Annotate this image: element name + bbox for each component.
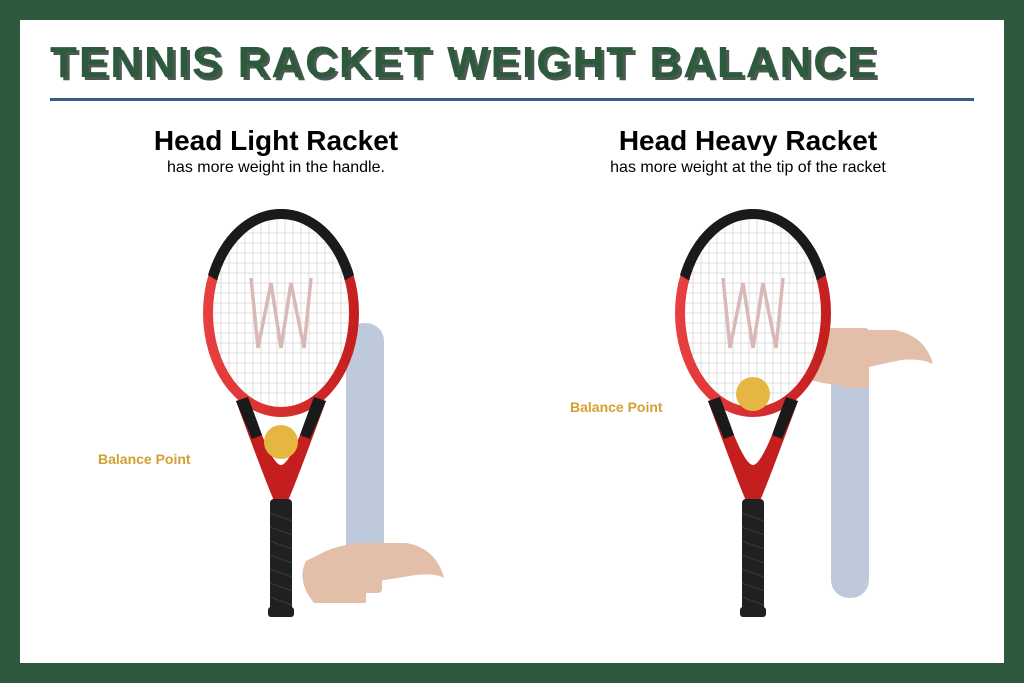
balance-label-right: Balance Point — [570, 399, 663, 415]
main-title: TENNIS RACKET WEIGHT BALANCE TENNIS RACK… — [50, 38, 974, 88]
title-text: TENNIS RACKET WEIGHT BALANCE — [50, 38, 878, 87]
stage-left: Balance Point — [86, 203, 466, 633]
stage-right: Balance Point — [558, 203, 938, 633]
heading-right: Head Heavy Racket — [619, 125, 877, 157]
balance-ball-left — [264, 425, 298, 459]
columns: Head Light Racket has more weight in the… — [50, 125, 974, 633]
col-head-heavy: Head Heavy Racket has more weight at the… — [542, 125, 954, 633]
racket-right — [668, 203, 838, 628]
title-rule — [50, 98, 974, 101]
subtext-left: has more weight in the handle. — [167, 159, 385, 177]
heading-left: Head Light Racket — [154, 125, 398, 157]
infographic-frame: TENNIS RACKET WEIGHT BALANCE TENNIS RACK… — [0, 0, 1024, 683]
subtext-right: has more weight at the tip of the racket — [610, 159, 886, 177]
balance-ball-right — [736, 377, 770, 411]
col-head-light: Head Light Racket has more weight in the… — [70, 125, 482, 633]
balance-label-left: Balance Point — [98, 451, 191, 467]
racket-left — [196, 203, 366, 628]
